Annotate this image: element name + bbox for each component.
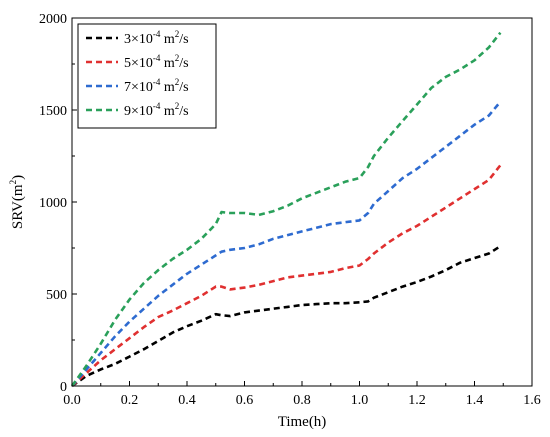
x-axis-label: Time(h) bbox=[278, 414, 327, 430]
y-axis-label-sup: 2 bbox=[8, 180, 18, 185]
y-axis-label: SRV(m2) bbox=[8, 175, 26, 229]
plot-lines bbox=[70, 31, 502, 388]
legend-label-4: 9×10-4 m2/s bbox=[124, 101, 189, 119]
y-axis-ticks: 0 500 1000 1500 2000 bbox=[39, 12, 77, 395]
series-line-1 bbox=[71, 245, 502, 388]
x-tick-label: 0.6 bbox=[236, 393, 254, 408]
x-axis-ticks: 0.0 0.2 0.4 0.6 0.8 1.0 1.2 1.4 1.6 bbox=[63, 381, 541, 408]
series-line-3 bbox=[71, 100, 502, 387]
series-line-4 bbox=[70, 31, 502, 387]
x-tick-label: 1.4 bbox=[466, 393, 484, 408]
y-tick-label: 1500 bbox=[39, 104, 67, 119]
y-axis-label-close: ) bbox=[10, 175, 26, 180]
x-tick-label: 0.8 bbox=[293, 393, 311, 408]
legend-label-1: 3×10-4 m2/s bbox=[124, 29, 189, 47]
y-axis-label-base: SRV(m bbox=[10, 184, 26, 229]
series-line-2 bbox=[71, 164, 502, 387]
x-tick-label: 0.2 bbox=[121, 393, 139, 408]
x-tick-label: 0.4 bbox=[178, 393, 196, 408]
y-tick-label: 2000 bbox=[39, 12, 67, 27]
y-tick-label: 0 bbox=[60, 380, 67, 395]
y-tick-label: 500 bbox=[46, 288, 67, 303]
legend-label-2: 5×10-4 m2/s bbox=[124, 53, 189, 71]
y-tick-label: 1000 bbox=[39, 196, 67, 211]
x-tick-label: 0.0 bbox=[63, 393, 81, 408]
x-tick-label: 1.6 bbox=[523, 393, 541, 408]
x-tick-label: 1.2 bbox=[408, 393, 426, 408]
legend-label-3: 7×10-4 m2/s bbox=[124, 77, 189, 95]
x-tick-label: 1.0 bbox=[351, 393, 369, 408]
legend: 3×10-4 m2/s 5×10-4 m2/s 7×10-4 m2/s 9×10-4 … bbox=[77, 23, 217, 129]
